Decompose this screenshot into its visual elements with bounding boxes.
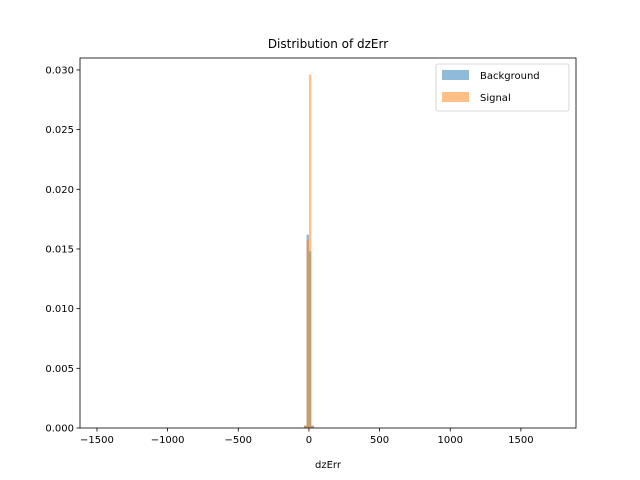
legend-swatch-signal <box>442 92 469 102</box>
bar-signal-1 <box>306 239 309 428</box>
x-tick-label: 1500 <box>508 435 533 446</box>
legend-box <box>435 63 570 112</box>
plot-frame <box>79 57 577 429</box>
bar-signal-0 <box>303 425 307 428</box>
bar-signal-2 <box>308 74 312 428</box>
legend-label-signal: Signal <box>480 93 511 104</box>
bar-signal-3 <box>311 425 314 428</box>
y-tick-label: 0.015 <box>45 244 74 255</box>
y-tick-label: 0.025 <box>45 125 74 136</box>
x-axis: −1500 −1000 −500 0 500 1000 1500 <box>80 428 534 446</box>
x-tick-label: −1000 <box>151 435 185 446</box>
y-tick-label: 0.010 <box>45 304 74 315</box>
legend: Background Signal <box>435 63 570 112</box>
x-tick-label: −1500 <box>80 435 114 446</box>
x-axis-title: dzErr <box>315 460 342 471</box>
x-tick-label: −500 <box>225 435 252 446</box>
chart-title: Distribution of dzErr <box>268 37 388 51</box>
y-tick-label: 0.020 <box>45 185 74 196</box>
bars-layer <box>303 74 314 428</box>
y-tick-label: 0.030 <box>45 65 74 76</box>
legend-label-background: Background <box>480 71 540 82</box>
x-tick-label: 0 <box>306 435 312 446</box>
x-tick-label: 1000 <box>438 435 463 446</box>
y-axis: 0.000 0.005 0.010 0.015 0.020 0.025 0.030 <box>45 65 80 435</box>
y-tick-label: 0.000 <box>45 424 74 435</box>
x-tick-label: 500 <box>370 435 389 446</box>
legend-swatch-background <box>442 70 469 80</box>
y-tick-label: 0.005 <box>45 364 74 375</box>
